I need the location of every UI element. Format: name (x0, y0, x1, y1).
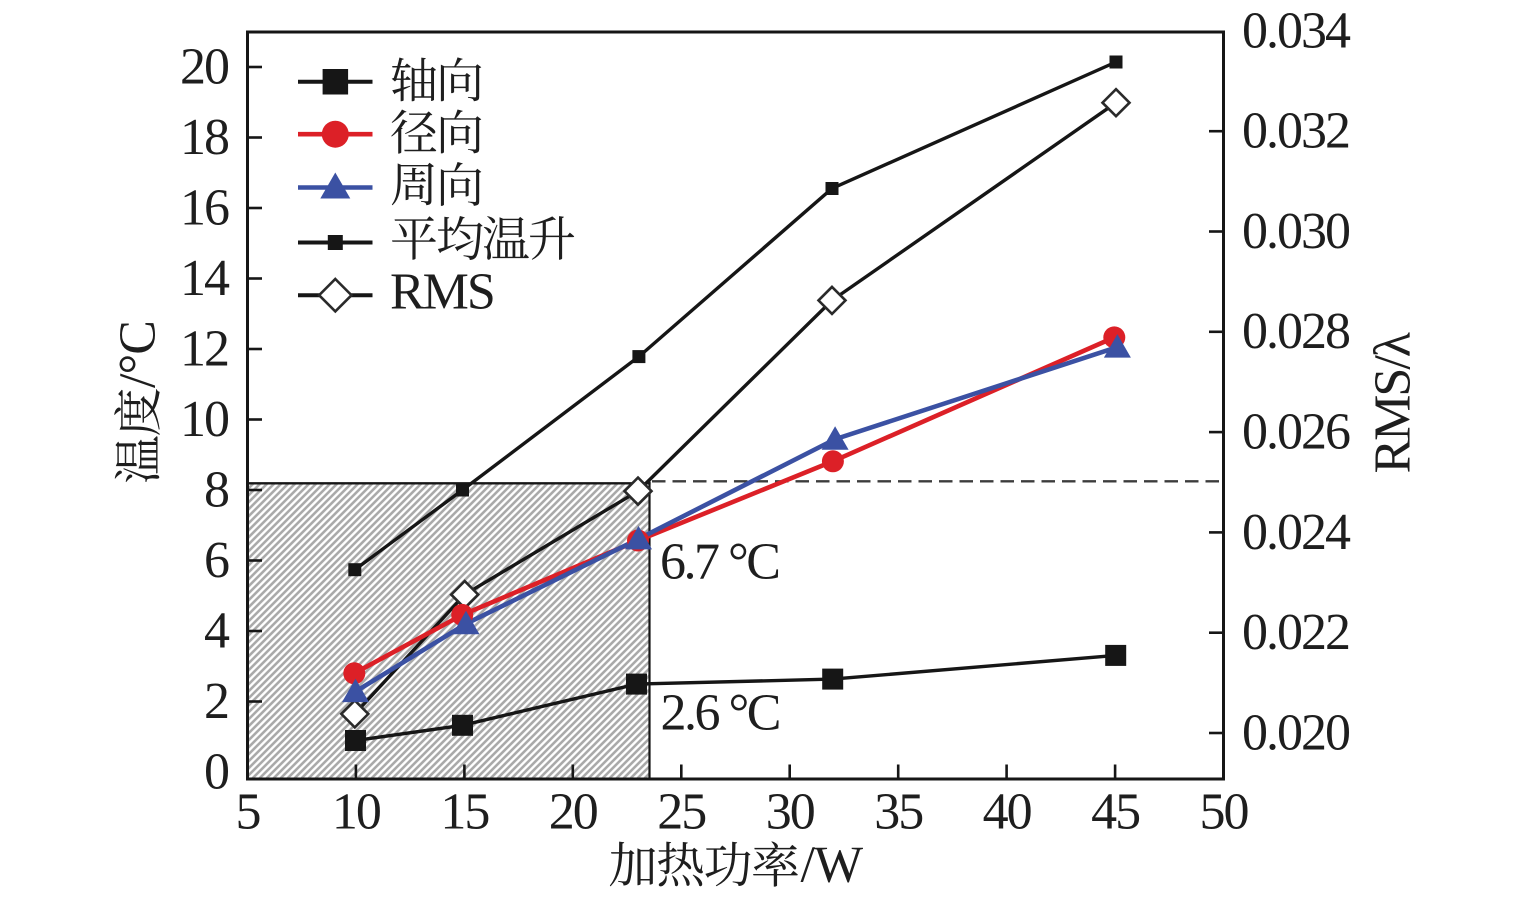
svg-text:0.024: 0.024 (1242, 504, 1351, 561)
svg-text:12: 12 (180, 320, 228, 377)
svg-text:35: 35 (874, 784, 922, 841)
svg-text:20: 20 (549, 784, 598, 841)
svg-text:/W: /W (801, 837, 863, 894)
svg-text:50: 50 (1200, 784, 1249, 841)
svg-text:10: 10 (180, 391, 229, 448)
svg-text:18: 18 (180, 109, 229, 166)
svg-text:0.034: 0.034 (1242, 2, 1351, 59)
svg-text:RMS/λ: RMS/λ (1365, 332, 1422, 473)
svg-text:6.7 °C: 6.7 °C (660, 534, 778, 591)
svg-text:25: 25 (657, 784, 705, 841)
svg-text:RMS: RMS (390, 264, 494, 321)
svg-text:0: 0 (204, 743, 229, 800)
svg-text:/°C: /°C (110, 321, 167, 388)
svg-text:10: 10 (332, 784, 381, 841)
svg-text:4: 4 (204, 602, 230, 659)
svg-text:0.028: 0.028 (1242, 303, 1350, 360)
svg-text:16: 16 (180, 179, 229, 236)
svg-text:6: 6 (204, 532, 229, 589)
svg-text:0.026: 0.026 (1242, 404, 1350, 461)
svg-text:45: 45 (1091, 784, 1139, 841)
svg-text:20: 20 (180, 38, 229, 95)
svg-text:0.022: 0.022 (1242, 604, 1349, 661)
svg-text:0.030: 0.030 (1242, 203, 1350, 260)
svg-text:8: 8 (204, 461, 229, 518)
svg-text:15: 15 (440, 784, 488, 841)
svg-text:0.032: 0.032 (1242, 103, 1349, 160)
svg-text:2.6 °C: 2.6 °C (661, 685, 779, 742)
svg-text:14: 14 (180, 250, 230, 307)
svg-text:5: 5 (236, 784, 260, 841)
svg-text:0.020: 0.020 (1242, 704, 1350, 761)
svg-text:2: 2 (204, 673, 228, 730)
svg-text:40: 40 (983, 784, 1032, 841)
svg-text:30: 30 (766, 784, 815, 841)
